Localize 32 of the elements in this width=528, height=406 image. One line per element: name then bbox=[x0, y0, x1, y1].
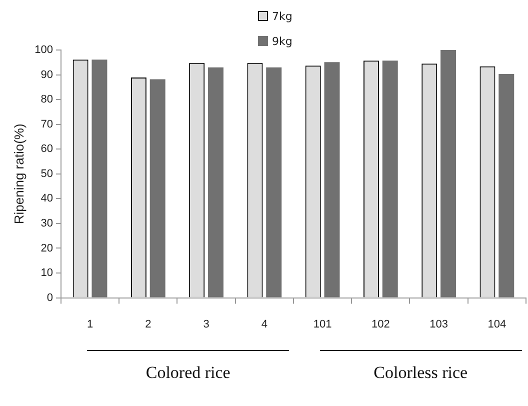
legend-label: 7kg bbox=[271, 9, 292, 25]
legend-label: 9kg bbox=[271, 34, 292, 50]
text: Colored rice bbox=[87, 350, 290, 383]
x-tick-label: 2 bbox=[145, 318, 152, 330]
x-tick-label: 102 bbox=[371, 318, 390, 330]
bar bbox=[150, 79, 166, 298]
y-tick-label: 90 bbox=[40, 68, 53, 81]
y-tick-label: 50 bbox=[40, 168, 53, 180]
y-tick-label: 40 bbox=[40, 192, 53, 205]
x-tick-label: 4 bbox=[261, 318, 268, 330]
y-tick-label: 60 bbox=[40, 143, 53, 156]
bar bbox=[266, 67, 282, 298]
y-tick-label: 0 bbox=[46, 292, 53, 304]
bar bbox=[440, 50, 456, 298]
x-tick-label: 3 bbox=[203, 318, 210, 330]
bar bbox=[92, 60, 108, 298]
x-tick-label: 103 bbox=[430, 318, 448, 330]
x-tick-label: 101 bbox=[313, 318, 332, 330]
y-tick-label: 70 bbox=[40, 118, 53, 130]
x-tick-label: 1 bbox=[86, 318, 94, 330]
y-tick-label: 20 bbox=[40, 242, 53, 254]
y-tick-label: 10 bbox=[40, 267, 53, 280]
y-axis-title: Ripening ratio(%) bbox=[11, 124, 26, 224]
bar bbox=[382, 60, 398, 298]
bar bbox=[208, 67, 224, 298]
text: Colorless rice bbox=[320, 350, 522, 383]
y-tick-label: 80 bbox=[40, 94, 53, 106]
y-tick-label: 30 bbox=[40, 217, 53, 230]
x-tick-label: 104 bbox=[488, 318, 506, 330]
bar bbox=[324, 62, 340, 298]
bar bbox=[498, 74, 514, 298]
y-tick-label: 100 bbox=[34, 44, 53, 56]
